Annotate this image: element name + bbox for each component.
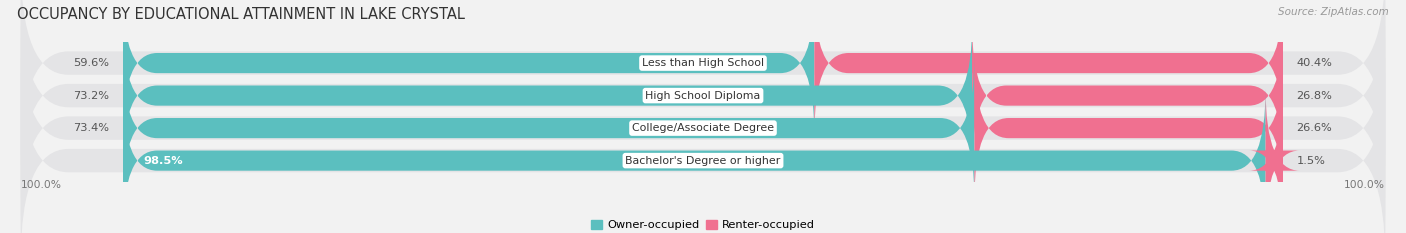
Text: 73.2%: 73.2%	[73, 91, 110, 101]
Text: High School Diploma: High School Diploma	[645, 91, 761, 101]
Text: OCCUPANCY BY EDUCATIONAL ATTAINMENT IN LAKE CRYSTAL: OCCUPANCY BY EDUCATIONAL ATTAINMENT IN L…	[17, 7, 465, 22]
Text: Less than High School: Less than High School	[643, 58, 763, 68]
Text: Bachelor's Degree or higher: Bachelor's Degree or higher	[626, 156, 780, 166]
Text: 100.0%: 100.0%	[1344, 180, 1385, 190]
Text: 100.0%: 100.0%	[21, 180, 62, 190]
Text: 98.5%: 98.5%	[143, 156, 183, 166]
Text: 73.4%: 73.4%	[73, 123, 110, 133]
Text: 26.8%: 26.8%	[1296, 91, 1333, 101]
FancyBboxPatch shape	[124, 57, 974, 199]
Text: College/Associate Degree: College/Associate Degree	[631, 123, 775, 133]
FancyBboxPatch shape	[21, 26, 1385, 230]
FancyBboxPatch shape	[124, 0, 814, 134]
FancyBboxPatch shape	[974, 57, 1284, 199]
FancyBboxPatch shape	[124, 24, 972, 167]
FancyBboxPatch shape	[1249, 89, 1299, 232]
FancyBboxPatch shape	[814, 0, 1284, 134]
FancyBboxPatch shape	[972, 24, 1284, 167]
FancyBboxPatch shape	[124, 89, 1265, 232]
Text: 1.5%: 1.5%	[1296, 156, 1326, 166]
FancyBboxPatch shape	[21, 0, 1385, 198]
FancyBboxPatch shape	[21, 0, 1385, 165]
Text: Source: ZipAtlas.com: Source: ZipAtlas.com	[1278, 7, 1389, 17]
Text: 26.6%: 26.6%	[1296, 123, 1333, 133]
Text: 40.4%: 40.4%	[1296, 58, 1333, 68]
FancyBboxPatch shape	[21, 58, 1385, 233]
Legend: Owner-occupied, Renter-occupied: Owner-occupied, Renter-occupied	[586, 215, 820, 233]
Text: 59.6%: 59.6%	[73, 58, 110, 68]
